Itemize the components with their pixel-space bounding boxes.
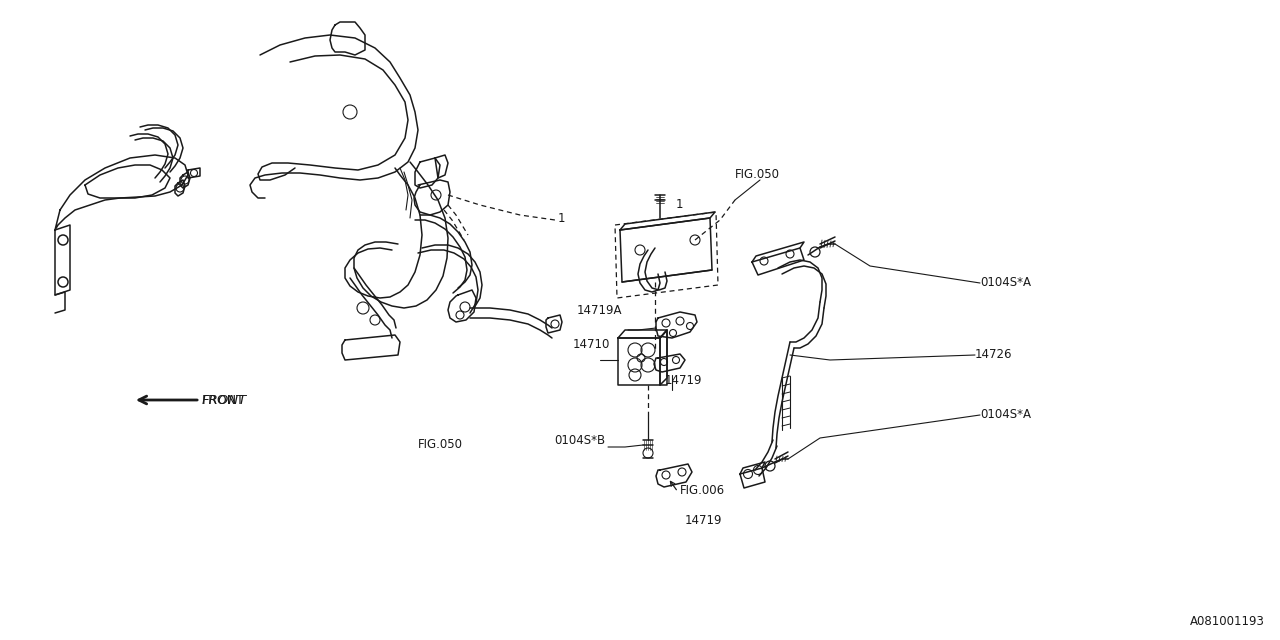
Text: A081001193: A081001193 xyxy=(1190,615,1265,628)
Text: FRONT: FRONT xyxy=(202,394,247,406)
Text: 14719: 14719 xyxy=(666,374,703,387)
Text: 0104S*B: 0104S*B xyxy=(554,433,605,447)
Text: 0104S*A: 0104S*A xyxy=(980,276,1030,289)
Text: FIG.006: FIG.006 xyxy=(680,483,726,497)
Text: 0104S*A: 0104S*A xyxy=(980,408,1030,422)
Text: 14719A: 14719A xyxy=(576,303,622,317)
Text: FIG.050: FIG.050 xyxy=(735,168,780,182)
Text: FIG.050: FIG.050 xyxy=(419,438,463,451)
Text: 1: 1 xyxy=(558,212,566,225)
Text: 1: 1 xyxy=(676,198,684,211)
Text: FRONT: FRONT xyxy=(202,394,244,406)
Text: 14726: 14726 xyxy=(975,349,1012,362)
Text: 14719: 14719 xyxy=(685,513,722,527)
Text: 14710: 14710 xyxy=(572,339,611,351)
